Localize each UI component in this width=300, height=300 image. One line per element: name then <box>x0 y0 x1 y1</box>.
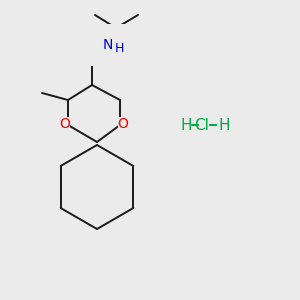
Text: N: N <box>103 38 113 52</box>
Text: H: H <box>114 43 124 56</box>
Text: O: O <box>118 117 128 131</box>
Text: O: O <box>60 117 70 131</box>
Text: Cl: Cl <box>195 118 209 133</box>
Text: H: H <box>180 118 192 133</box>
Text: H: H <box>218 118 230 133</box>
